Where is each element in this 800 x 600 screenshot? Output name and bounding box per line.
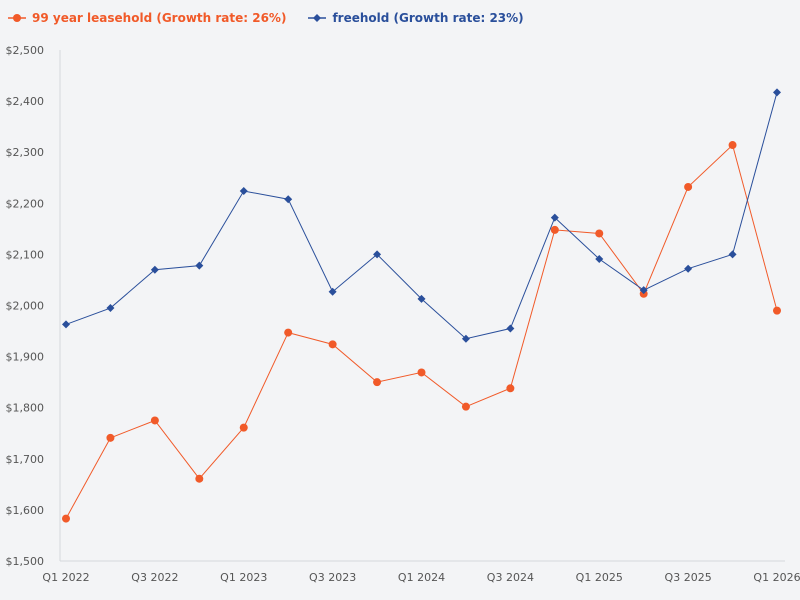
data-point[interactable] bbox=[595, 229, 604, 238]
data-point[interactable] bbox=[239, 423, 248, 432]
data-point[interactable] bbox=[106, 304, 115, 313]
data-point[interactable] bbox=[239, 187, 248, 196]
x-tick-label: Q3 2023 bbox=[309, 571, 356, 584]
y-tick-label: $1,900 bbox=[6, 351, 45, 364]
x-tick-label: Q1 2022 bbox=[42, 571, 89, 584]
x-tick-label: Q3 2024 bbox=[487, 571, 534, 584]
y-tick-label: $1,700 bbox=[6, 453, 45, 466]
data-point[interactable] bbox=[417, 294, 426, 303]
data-point[interactable] bbox=[639, 286, 648, 295]
y-tick-label: $2,100 bbox=[6, 248, 45, 261]
legend-label-freehold: freehold (Growth rate: 23%) bbox=[332, 11, 524, 25]
data-point[interactable] bbox=[461, 334, 470, 343]
legend-marker-leasehold-icon bbox=[8, 14, 26, 22]
x-tick-label: Q1 2024 bbox=[398, 571, 445, 584]
y-tick-label: $1,500 bbox=[6, 555, 45, 568]
data-point[interactable] bbox=[106, 433, 115, 442]
y-tick-label: $2,500 bbox=[6, 44, 45, 57]
data-point[interactable] bbox=[506, 384, 515, 393]
x-tick-label: Q3 2025 bbox=[665, 571, 712, 584]
y-tick-label: $2,400 bbox=[6, 95, 45, 108]
data-point[interactable] bbox=[550, 225, 559, 234]
data-point[interactable] bbox=[595, 254, 604, 263]
legend-item-leasehold[interactable]: 99 year leasehold (Growth rate: 26%) bbox=[8, 11, 286, 25]
data-point[interactable] bbox=[550, 213, 559, 222]
x-tick-label: Q1 2025 bbox=[576, 571, 623, 584]
data-point[interactable] bbox=[728, 141, 737, 150]
data-point[interactable] bbox=[195, 474, 204, 483]
y-tick-label: $1,600 bbox=[6, 504, 45, 517]
data-point[interactable] bbox=[62, 320, 70, 329]
legend-marker-freehold-icon bbox=[308, 14, 327, 22]
data-point[interactable] bbox=[773, 88, 781, 97]
x-tick-label: Q3 2022 bbox=[131, 571, 178, 584]
data-point[interactable] bbox=[684, 182, 693, 191]
x-tick-label: Q1 2023 bbox=[220, 571, 267, 584]
legend-item-freehold[interactable]: freehold (Growth rate: 23%) bbox=[308, 11, 524, 25]
data-point[interactable] bbox=[328, 287, 337, 296]
data-point[interactable] bbox=[684, 264, 693, 273]
x-tick-label: Q1 2026 bbox=[753, 571, 800, 584]
y-tick-label: $1,800 bbox=[6, 402, 45, 415]
data-point[interactable] bbox=[284, 328, 293, 337]
data-point[interactable] bbox=[461, 402, 470, 411]
series-line-0 bbox=[65, 144, 778, 519]
data-point[interactable] bbox=[728, 250, 737, 259]
data-point[interactable] bbox=[373, 250, 382, 259]
data-point[interactable] bbox=[150, 265, 159, 274]
data-point[interactable] bbox=[195, 261, 204, 270]
data-point[interactable] bbox=[373, 378, 382, 387]
y-tick-label: $2,200 bbox=[6, 197, 45, 210]
data-point[interactable] bbox=[417, 368, 426, 377]
data-point[interactable] bbox=[150, 416, 159, 425]
data-point[interactable] bbox=[506, 324, 515, 333]
y-tick-label: $2,300 bbox=[6, 146, 45, 159]
data-point[interactable] bbox=[773, 306, 781, 315]
data-point[interactable] bbox=[328, 340, 337, 349]
data-point[interactable] bbox=[284, 195, 293, 204]
chart-legend: 99 year leasehold (Growth rate: 26%) fre… bbox=[8, 8, 524, 28]
y-tick-label: $2,000 bbox=[6, 300, 45, 313]
data-point[interactable] bbox=[62, 514, 70, 523]
legend-label-leasehold: 99 year leasehold (Growth rate: 26%) bbox=[32, 11, 287, 25]
